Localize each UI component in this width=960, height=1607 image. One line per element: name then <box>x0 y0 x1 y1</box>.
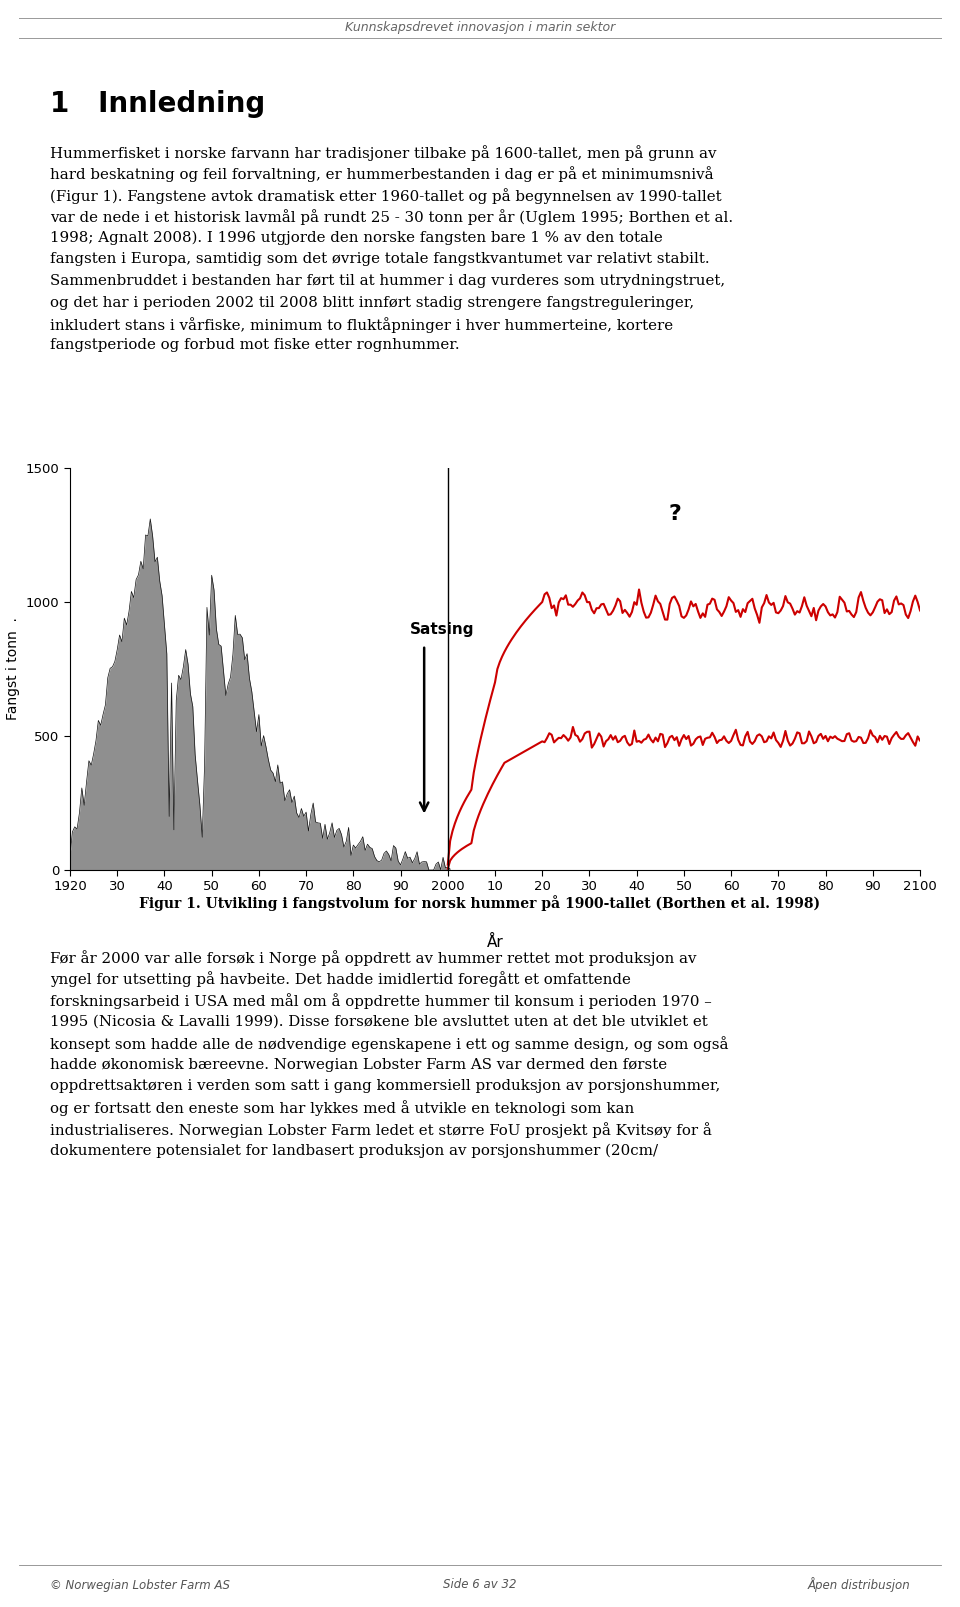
Text: dokumentere potensialet for landbasert produksjon av porsjonshummer (20cm/: dokumentere potensialet for landbasert p… <box>50 1144 658 1159</box>
Text: industrialiseres. Norwegian Lobster Farm ledet et større FoU prosjekt på Kvitsøy: industrialiseres. Norwegian Lobster Farm… <box>50 1122 712 1138</box>
Text: Hummerfisket i norske farvann har tradisjoner tilbake på 1600-tallet, men på gru: Hummerfisket i norske farvann har tradis… <box>50 145 716 161</box>
Text: Satsing: Satsing <box>410 622 474 636</box>
Text: Sammenbruddet i bestanden har ført til at hummer i dag vurderes som utrydningstr: Sammenbruddet i bestanden har ført til a… <box>50 275 725 288</box>
Text: hard beskatning og feil forvaltning, er hummerbestanden i dag er på et minimumsn: hard beskatning og feil forvaltning, er … <box>50 167 713 182</box>
Text: og det har i perioden 2002 til 2008 blitt innført stadig strengere fangstreguler: og det har i perioden 2002 til 2008 blit… <box>50 296 694 310</box>
Text: var de nede i et historisk lavmål på rundt 25 - 30 tonn per år (Uglem 1995; Bort: var de nede i et historisk lavmål på run… <box>50 209 733 225</box>
Text: Åpen distribusjon: Åpen distribusjon <box>807 1578 910 1593</box>
Text: og er fortsatt den eneste som har lykkes med å utvikle en teknologi som kan: og er fortsatt den eneste som har lykkes… <box>50 1101 635 1117</box>
Text: ?: ? <box>668 503 681 524</box>
Text: yngel for utsetting på havbeite. Det hadde imidlertid foregått et omfattende: yngel for utsetting på havbeite. Det had… <box>50 972 631 987</box>
Text: (Figur 1). Fangstene avtok dramatisk etter 1960-tallet og på begynnelsen av 1990: (Figur 1). Fangstene avtok dramatisk ett… <box>50 188 722 204</box>
Text: Før år 2000 var alle forsøk i Norge på oppdrett av hummer rettet mot produksjon : Før år 2000 var alle forsøk i Norge på o… <box>50 950 697 966</box>
Text: 1   Innledning: 1 Innledning <box>50 90 265 117</box>
Text: Kunnskapsdrevet innovasjon i marin sektor: Kunnskapsdrevet innovasjon i marin sekto… <box>345 21 615 34</box>
Text: © Norwegian Lobster Farm AS: © Norwegian Lobster Farm AS <box>50 1578 230 1591</box>
Text: fangstperiode og forbud mot fiske etter rognhummer.: fangstperiode og forbud mot fiske etter … <box>50 339 460 352</box>
Text: År: År <box>487 935 503 950</box>
Text: 1995 (Nicosia & Lavalli 1999). Disse forsøkene ble avsluttet uten at det ble utv: 1995 (Nicosia & Lavalli 1999). Disse for… <box>50 1014 708 1028</box>
Text: Figur 1. Utvikling i fangstvolum for norsk hummer på 1900-tallet (Borthen et al.: Figur 1. Utvikling i fangstvolum for nor… <box>139 895 821 911</box>
Text: Side 6 av 32: Side 6 av 32 <box>444 1578 516 1591</box>
Text: inkludert stans i vårfiske, minimum to fluktåpninger i hver hummerteine, kortere: inkludert stans i vårfiske, minimum to f… <box>50 317 673 333</box>
Text: oppdrettsaktøren i verden som satt i gang kommersiell produksjon av porsjonshumm: oppdrettsaktøren i verden som satt i gan… <box>50 1078 720 1093</box>
Text: forskningsarbeid i USA med mål om å oppdrette hummer til konsum i perioden 1970 : forskningsarbeid i USA med mål om å oppd… <box>50 993 711 1009</box>
Text: hadde økonomisk bæreevne. Norwegian Lobster Farm AS var dermed den første: hadde økonomisk bæreevne. Norwegian Lobs… <box>50 1057 667 1072</box>
Text: fangsten i Europa, samtidig som det øvrige totale fangstkvantumet var relativt s: fangsten i Europa, samtidig som det øvri… <box>50 252 709 267</box>
Y-axis label: Fangst i tonn  .: Fangst i tonn . <box>7 617 20 720</box>
Text: konsept som hadde alle de nødvendige egenskapene i ett og samme design, og som o: konsept som hadde alle de nødvendige ege… <box>50 1037 729 1053</box>
Text: 1998; Agnalt 2008). I 1996 utgjorde den norske fangsten bare 1 % av den totale: 1998; Agnalt 2008). I 1996 utgjorde den … <box>50 231 662 246</box>
